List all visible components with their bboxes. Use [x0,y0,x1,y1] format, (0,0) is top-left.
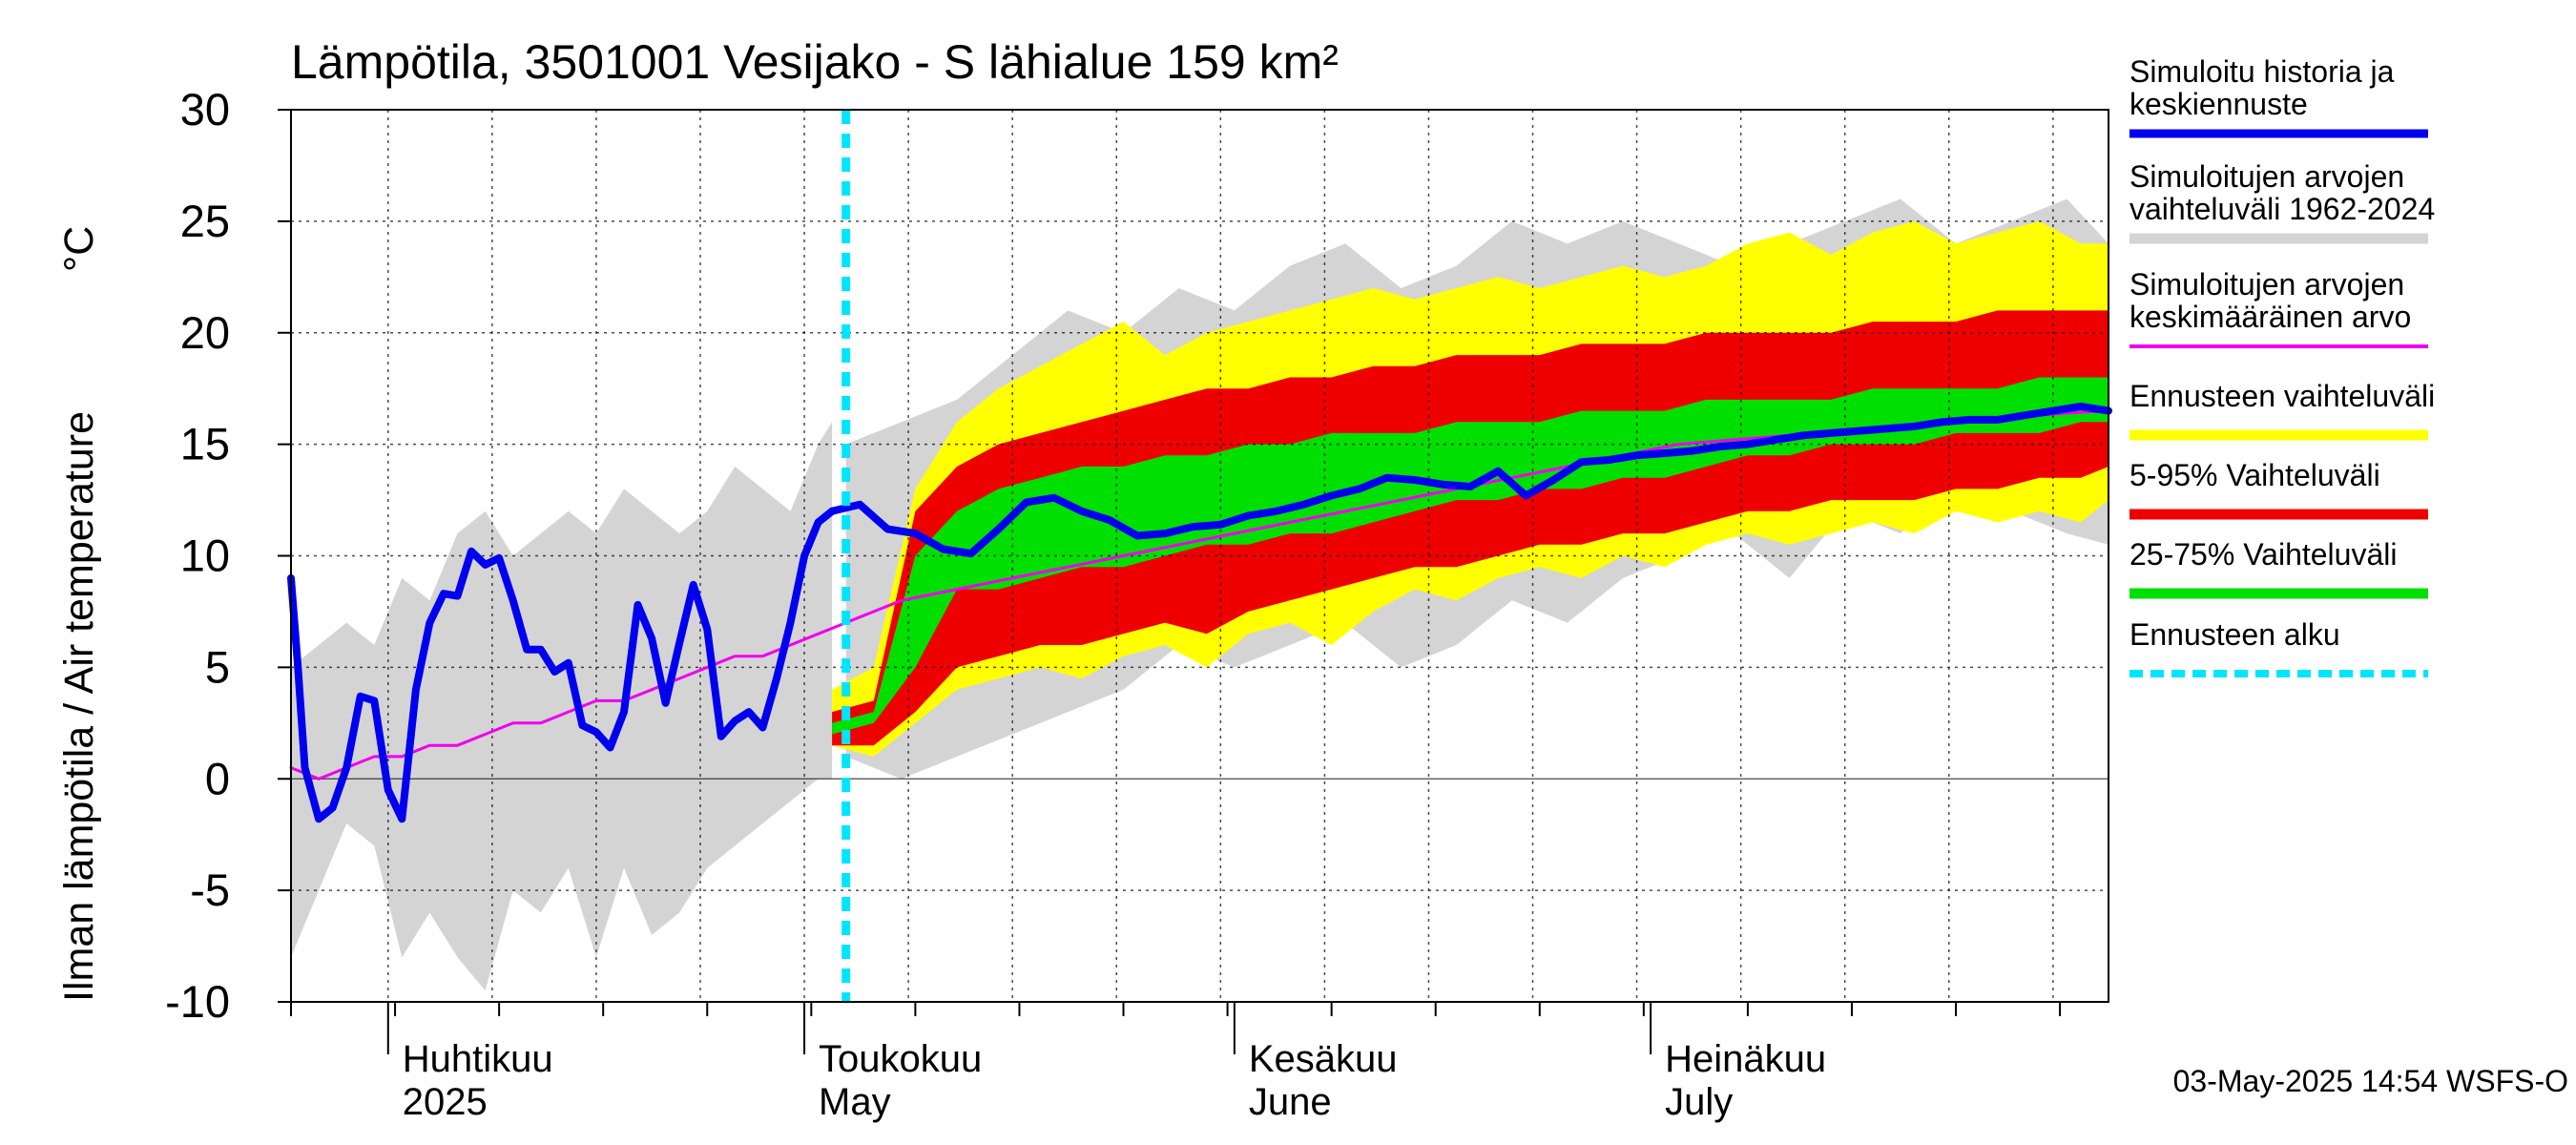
legend-label: Simuloitujen arvojen [2129,159,2404,194]
y-tick-label: -10 [165,976,230,1027]
month-label-en: June [1249,1081,1332,1123]
y-tick-label: 5 [205,641,230,692]
y-tick-label: 15 [180,419,230,469]
legend-label: Ennusteen vaihteluväli [2129,379,2435,413]
y-tick-label: 10 [180,531,230,581]
series-layer [287,110,2112,1002]
y-tick-label: -5 [190,864,230,915]
forecast-median-line [828,402,2112,558]
legend-label: keskiennuste [2129,87,2308,121]
month-label-en: 2025 [403,1081,488,1123]
month-label-en: May [819,1081,891,1123]
mean-line [289,409,2110,781]
legend-label: keskimääräinen arvo [2129,300,2411,334]
month-label-fi: Kesäkuu [1249,1038,1398,1080]
plot-area [291,110,2109,1002]
y-axis-unit: °C [56,226,102,272]
chart-title: Lämpötila, 3501001 Vesijako - S lähialue… [291,35,1339,89]
legend-label: Ennusteen alku [2129,617,2340,652]
timestamp: 03-May-2025 14:54 WSFS-O [2173,1064,2568,1098]
month-label-en: July [1665,1081,1733,1123]
y-tick-label: 0 [205,753,230,803]
band-history-range [291,422,833,991]
y-tick-label: 30 [180,84,230,135]
month-label-fi: Heinäkuu [1665,1038,1826,1080]
legend-label: Simuloitu historia ja [2129,54,2395,89]
month-label-fi: Huhtikuu [403,1038,553,1080]
y-tick-label: 25 [180,196,230,246]
band-25-75 [832,377,2109,735]
legend-label: 5-95% Vaihteluväli [2129,458,2380,492]
y-axis-label: Ilman lämpötila / Air temperature [56,411,102,1002]
legend-label: 25-75% Vaihteluväli [2129,537,2397,572]
legend-label: Simuloitujen arvojen [2129,267,2404,302]
month-label-fi: Toukokuu [819,1038,982,1080]
legend-label: vaihteluväli 1962-2024 [2129,192,2435,226]
y-tick-label: 20 [180,307,230,358]
history-line [287,507,837,823]
